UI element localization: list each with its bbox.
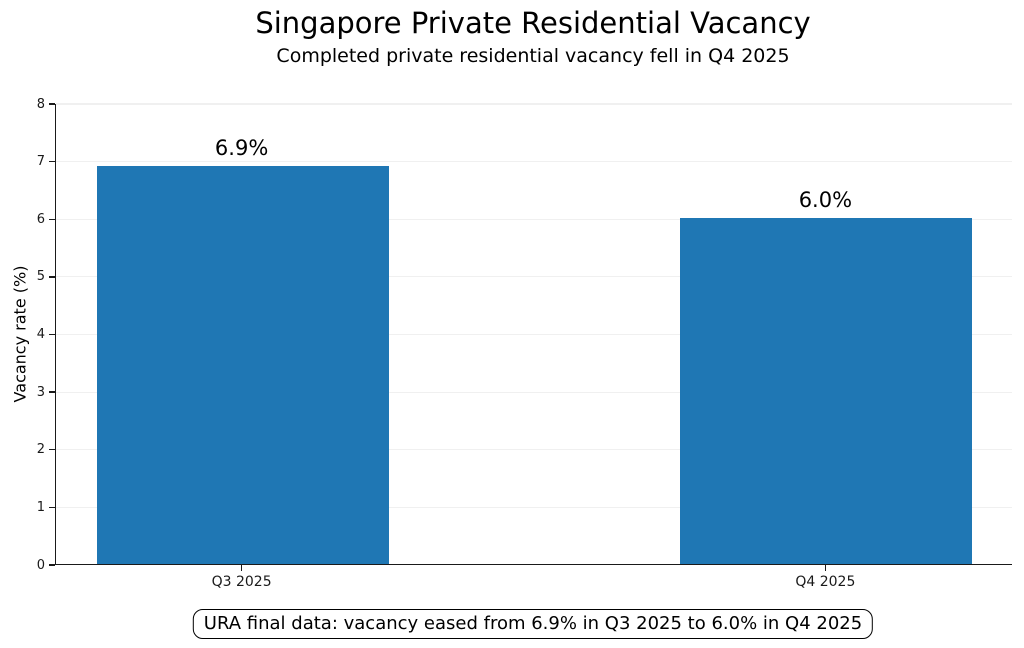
gridline-y-5	[56, 276, 1012, 278]
bar-value-label-1: 6.9%	[214, 136, 269, 161]
chart-subtitle: Completed private residential vacancy fe…	[276, 45, 790, 67]
gridline-y-1	[56, 506, 1012, 508]
y-tick-mark-7	[49, 160, 55, 163]
bar-value-label-2: 6.0%	[798, 188, 853, 213]
y-tick-label-2: 2	[36, 442, 45, 458]
x-tick-label-1: Q3 2025	[211, 574, 272, 590]
y-tick-mark-1	[49, 506, 55, 509]
x-tick-label-2: Q4 2025	[795, 574, 856, 590]
gridline-y-8	[56, 103, 1012, 105]
y-tick-mark-2	[49, 449, 55, 451]
y-tick-mark-6	[49, 218, 55, 220]
y-tick-mark-4	[49, 333, 55, 336]
y-tick-label-0: 0	[36, 557, 45, 573]
gridline-y-4	[56, 333, 1012, 336]
gridline-y-3	[56, 391, 1012, 393]
annotation-box: URA final data: vacancy eased from 6.9% …	[192, 609, 874, 639]
y-tick-label-6: 6	[36, 211, 45, 227]
y-tick-label-7: 7	[36, 154, 45, 170]
y-tick-mark-3	[49, 391, 55, 393]
y-tick-mark-0	[49, 564, 55, 566]
gridline-y-2	[56, 449, 1012, 451]
y-tick-label-4: 4	[36, 327, 45, 342]
chart-title: Singapore Private Residential Vacancy	[255, 6, 811, 40]
x-tick-mark-2	[824, 565, 827, 571]
y-tick-label-1: 1	[36, 499, 45, 515]
y-tick-label-5: 5	[36, 269, 45, 285]
y-tick-label-8: 8	[36, 96, 45, 112]
x-tick-mark-1	[240, 565, 243, 571]
y-tick-mark-8	[49, 103, 55, 105]
gridline-y-7	[56, 161, 1012, 163]
gridline-y-6	[56, 218, 1012, 220]
y-tick-mark-5	[49, 276, 55, 278]
bar-q3-2025	[96, 166, 389, 564]
bar-q4-2025	[680, 218, 973, 564]
plot-area	[55, 103, 1012, 565]
y-tick-label-3: 3	[36, 384, 45, 400]
